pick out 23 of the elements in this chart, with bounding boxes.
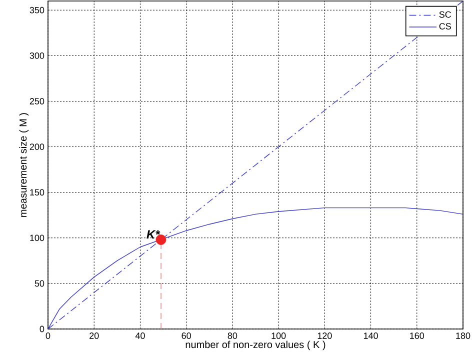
x-axis-title: number of non-zero values ( K )	[186, 340, 326, 350]
legend-label: SC	[439, 11, 452, 18]
x-tick-label: 180	[456, 332, 470, 339]
x-tick-label: 80	[228, 332, 238, 339]
x-tick-label: 160	[410, 332, 424, 339]
x-tick-label: 140	[364, 332, 378, 339]
y-tick-label: 50	[34, 280, 44, 287]
y-axis-title: measurement size ( M )	[19, 113, 29, 217]
y-tick-label: 200	[30, 144, 44, 150]
annotation: K*	[146, 230, 160, 239]
y-tick-label: 0	[40, 326, 44, 332]
x-tick-label: 60	[182, 332, 191, 339]
y-tick-label: 100	[30, 234, 44, 242]
y-tick-label: 250	[30, 98, 44, 104]
x-tick-label: 0	[46, 332, 50, 339]
legend-label: CS	[439, 23, 451, 30]
x-tick-label: 100	[272, 332, 286, 339]
y-tick-label: 150	[30, 189, 44, 196]
x-tick-label: 20	[90, 332, 99, 339]
y-tick-label: 300	[30, 52, 44, 59]
x-tick-label: 120	[318, 332, 332, 339]
x-tick-label: 40	[135, 332, 145, 339]
y-tick-label: 350	[30, 6, 44, 14]
